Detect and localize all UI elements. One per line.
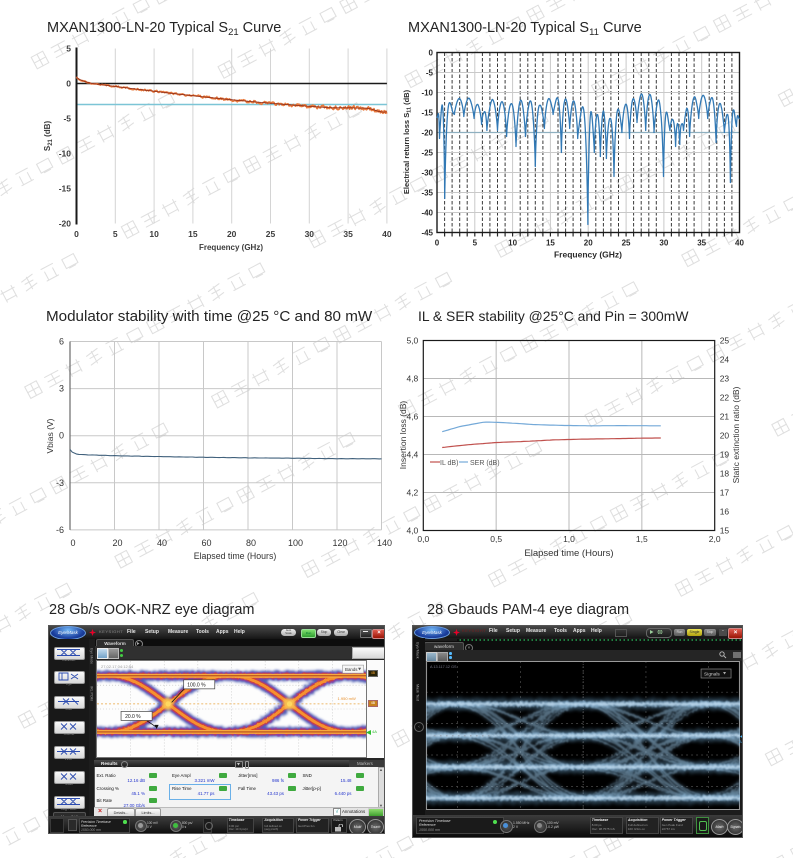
svg-text:4,8: 4,8 xyxy=(406,374,418,384)
svg-text:1,0: 1,0 xyxy=(563,534,575,544)
svg-text:-5: -5 xyxy=(426,69,434,78)
svg-text:27.02.17 04:12:54: 27.02.17 04:12:54 xyxy=(101,663,134,668)
svg-text:120: 120 xyxy=(332,538,347,548)
svg-text:17: 17 xyxy=(720,488,730,498)
svg-text:40: 40 xyxy=(157,538,167,548)
svg-text:18: 18 xyxy=(720,469,730,479)
svg-text:Bands: Bands xyxy=(345,666,358,671)
svg-text:-40: -40 xyxy=(421,209,433,218)
svg-text:0: 0 xyxy=(435,239,440,248)
svg-text:-30: -30 xyxy=(421,169,433,178)
svg-text:60: 60 xyxy=(201,538,211,548)
svg-text:15: 15 xyxy=(546,239,555,248)
svg-text:25: 25 xyxy=(720,336,730,346)
svg-text:-20: -20 xyxy=(59,219,72,229)
svg-text:Elapsed time (Hours): Elapsed time (Hours) xyxy=(194,551,277,561)
svg-text:35: 35 xyxy=(343,229,353,239)
svg-text:4,4: 4,4 xyxy=(406,450,418,460)
svg-text:2,0: 2,0 xyxy=(709,534,721,544)
svg-text:-6: -6 xyxy=(56,525,64,535)
svg-text:SER (dB): SER (dB) xyxy=(470,460,500,467)
svg-text:23: 23 xyxy=(720,374,730,384)
svg-text:0,0: 0,0 xyxy=(417,534,429,544)
svg-text:100.0 %: 100.0 % xyxy=(187,682,206,688)
svg-text:-35: -35 xyxy=(421,189,433,198)
svg-text:20: 20 xyxy=(227,229,237,239)
svg-text:140: 140 xyxy=(377,538,392,548)
svg-text:5: 5 xyxy=(473,239,478,248)
svg-text:30: 30 xyxy=(305,229,315,239)
svg-text:A 13.117.12 GS: A 13.117.12 GS xyxy=(430,665,457,669)
svg-text:1,5: 1,5 xyxy=(636,534,648,544)
svg-text:Frequency (GHz): Frequency (GHz) xyxy=(199,243,263,252)
svg-text:24: 24 xyxy=(720,355,730,365)
svg-text:30: 30 xyxy=(659,239,668,248)
svg-text:40: 40 xyxy=(735,239,744,248)
svg-text:-3: -3 xyxy=(56,478,64,488)
svg-text:15: 15 xyxy=(720,526,730,536)
svg-text:3: 3 xyxy=(59,384,64,394)
svg-text:-10: -10 xyxy=(59,149,72,159)
svg-text:Insertion loss (dB): Insertion loss (dB) xyxy=(398,401,408,470)
svg-text:28 Gb/s OOK-NRZ eye diagram: 28 Gb/s OOK-NRZ eye diagram xyxy=(49,602,255,618)
svg-text:-25: -25 xyxy=(421,149,433,158)
svg-text:5,0: 5,0 xyxy=(406,336,418,346)
svg-text:100: 100 xyxy=(288,538,303,548)
svg-text:Elapsed time (Hours): Elapsed time (Hours) xyxy=(524,548,613,559)
svg-text:5: 5 xyxy=(113,229,118,239)
svg-text:10: 10 xyxy=(149,229,159,239)
svg-text:28 Gbauds PAM-4 eye diagram: 28 Gbauds PAM-4 eye diagram xyxy=(427,602,629,618)
svg-text:15: 15 xyxy=(188,229,198,239)
svg-text:40: 40 xyxy=(382,229,392,239)
svg-text:IL & SER stability @25°C and P: IL & SER stability @25°C and Pin = 300mW xyxy=(418,308,689,324)
svg-text:20: 20 xyxy=(720,431,730,441)
svg-text:S21 (dB): S21 (dB) xyxy=(43,121,54,152)
svg-text:25: 25 xyxy=(622,239,631,248)
svg-text:20: 20 xyxy=(584,239,593,248)
svg-text:6: 6 xyxy=(59,337,64,347)
svg-text:20.0 %: 20.0 % xyxy=(125,714,141,720)
svg-text:-15: -15 xyxy=(59,184,72,194)
svg-text:25: 25 xyxy=(266,229,276,239)
svg-text:Electrical return loss S11 (dB: Electrical return loss S11 (dB) xyxy=(402,89,413,194)
svg-text:80: 80 xyxy=(246,538,256,548)
svg-text:0: 0 xyxy=(429,49,434,58)
svg-text:20: 20 xyxy=(112,538,122,548)
svg-text:-5: -5 xyxy=(63,114,71,124)
svg-text:Static extinction ratio (dB): Static extinction ratio (dB) xyxy=(731,386,741,483)
svg-text:Vbias (V): Vbias (V) xyxy=(45,418,55,453)
svg-text:21: 21 xyxy=(720,412,730,422)
svg-text:MXAN1300-LN-20 Typical S11 Cur: MXAN1300-LN-20 Typical S11 Curve xyxy=(408,20,642,38)
svg-text:19: 19 xyxy=(720,450,730,460)
svg-text:-15: -15 xyxy=(421,109,433,118)
svg-text:35: 35 xyxy=(697,239,706,248)
svg-text:Frequency (GHz): Frequency (GHz) xyxy=(554,250,622,260)
svg-text:4,6: 4,6 xyxy=(406,412,418,422)
svg-text:0: 0 xyxy=(66,79,71,89)
svg-text:0: 0 xyxy=(74,229,79,239)
svg-text:0,5: 0,5 xyxy=(490,534,502,544)
svg-text:4,2: 4,2 xyxy=(406,488,418,498)
svg-text:Signals: Signals xyxy=(704,672,720,678)
svg-text:4,0: 4,0 xyxy=(406,526,418,536)
svg-text:5: 5 xyxy=(66,44,71,54)
svg-text:0: 0 xyxy=(59,431,64,441)
svg-text:16: 16 xyxy=(720,507,730,517)
svg-text:0: 0 xyxy=(70,538,75,548)
svg-text:10: 10 xyxy=(508,239,517,248)
svg-text:Modulator stability with time: Modulator stability with time @25 °C and… xyxy=(46,308,373,325)
svg-text:-10: -10 xyxy=(421,89,433,98)
svg-text:-45: -45 xyxy=(421,229,433,238)
svg-text:1.950 mW: 1.950 mW xyxy=(337,695,355,700)
svg-text:-20: -20 xyxy=(421,129,433,138)
svg-text:MXAN1300-LN-20 Typical S21 Cur: MXAN1300-LN-20 Typical S21 Curve xyxy=(47,20,281,38)
svg-text:22: 22 xyxy=(720,393,730,403)
svg-text:IL dB): IL dB) xyxy=(440,460,458,467)
